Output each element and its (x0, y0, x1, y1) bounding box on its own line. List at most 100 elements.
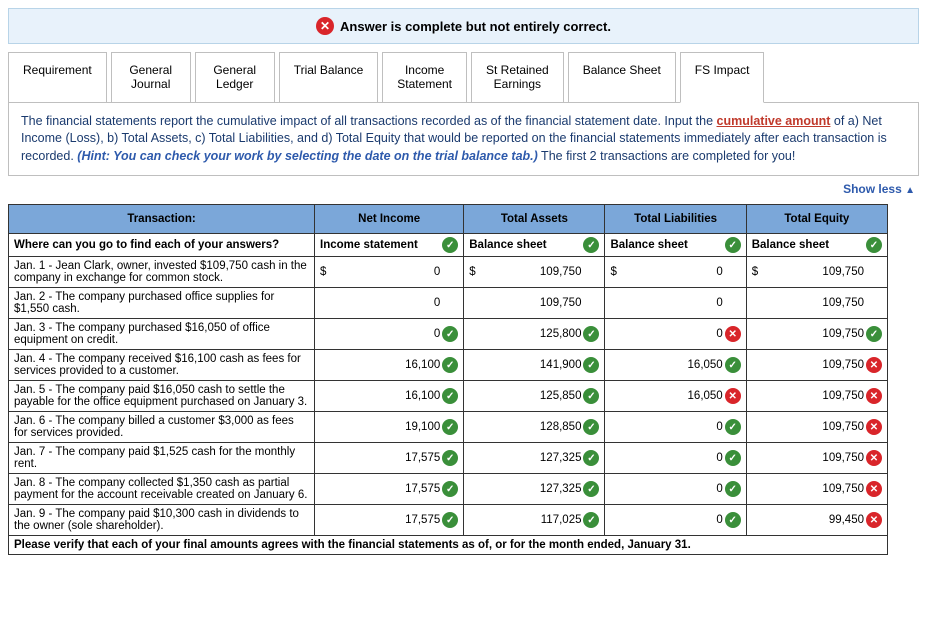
tab-balance-sheet[interactable]: Balance Sheet (568, 52, 676, 103)
instruction-p3: The first 2 transactions are completed f… (538, 149, 796, 163)
cell-net-income[interactable]: 16,100✓ (315, 350, 464, 381)
table-row: Jan. 2 - The company purchased office su… (9, 288, 888, 319)
cell-total-assets[interactable]: 127,325✓ (464, 443, 605, 474)
currency-prefix: $ (469, 266, 475, 278)
cell-total-assets[interactable]: Balance sheet✓ (464, 234, 605, 257)
error-icon: ✕ (316, 17, 334, 35)
check-icon: ✓ (583, 450, 599, 466)
check-icon: ✓ (725, 237, 741, 253)
cell-value: 17,575 (405, 452, 440, 464)
cell-value: 0 (434, 297, 440, 309)
cell-net-income[interactable]: 16,100✓ (315, 381, 464, 412)
cell-net-income[interactable]: 17,575✓ (315, 505, 464, 536)
cell-net-income[interactable]: Income statement✓ (315, 234, 464, 257)
cell-value: 0 (716, 421, 722, 433)
check-icon: ✓ (442, 512, 458, 528)
cell-total-equity[interactable]: 109,750✕ (746, 350, 887, 381)
col-header-total-equity: Total Equity (746, 205, 887, 234)
cell-total-assets[interactable]: 125,800✓ (464, 319, 605, 350)
tab-income-statement[interactable]: IncomeStatement (382, 52, 467, 103)
instruction-box: The financial statements report the cumu… (8, 102, 919, 177)
cell-value: 109,750 (822, 390, 864, 402)
table-row: Jan. 1 - Jean Clark, owner, invested $10… (9, 257, 888, 288)
caret-up-icon: ▲ (905, 185, 915, 196)
tab-general-ledger[interactable]: GeneralLedger (195, 52, 275, 103)
cell-value: Income statement (320, 239, 440, 251)
cell-total-equity[interactable]: 109,750✕ (746, 381, 887, 412)
cell-total-assets[interactable]: 128,850✓ (464, 412, 605, 443)
cell-total-equity[interactable]: 109,750✕ (746, 412, 887, 443)
cell-value: 17,575 (405, 514, 440, 526)
cell-value: 16,050 (688, 359, 723, 371)
x-icon: ✕ (866, 388, 882, 404)
cell-value: 0 (716, 452, 722, 464)
cell-total-equity[interactable]: 99,450✕ (746, 505, 887, 536)
table-row: Jan. 9 - The company paid $10,300 cash i… (9, 505, 888, 536)
cell-total-equity[interactable]: 109,750✓ (746, 319, 887, 350)
transaction-text: Jan. 1 - Jean Clark, owner, invested $10… (9, 257, 315, 288)
cell-total-assets[interactable]: 127,325✓ (464, 474, 605, 505)
cell-value: 0 (434, 266, 440, 278)
cell-total-liabilities[interactable]: 0✓ (605, 443, 746, 474)
cumulative-amount-link[interactable]: cumulative amount (717, 114, 831, 128)
check-icon: ✓ (442, 357, 458, 373)
cell-total-liabilities[interactable]: 0✓ (605, 505, 746, 536)
cell-total-liabilities[interactable]: $0✓ (605, 257, 746, 288)
tab-requirement[interactable]: Requirement (8, 52, 107, 103)
cell-net-income[interactable]: 17,575✓ (315, 443, 464, 474)
check-icon: ✓ (725, 450, 741, 466)
cell-total-liabilities[interactable]: 16,050✕ (605, 381, 746, 412)
show-less-toggle[interactable]: Show less ▲ (8, 176, 919, 204)
cell-total-assets[interactable]: $109,750✓ (464, 257, 605, 288)
tab-st-retained-earnings[interactable]: St RetainedEarnings (471, 52, 564, 103)
x-icon: ✕ (866, 481, 882, 497)
check-icon: ✓ (866, 326, 882, 342)
cell-total-assets[interactable]: 141,900✓ (464, 350, 605, 381)
cell-value: 109,750 (822, 328, 864, 340)
table-row: Jan. 8 - The company collected $1,350 ca… (9, 474, 888, 505)
cell-total-assets[interactable]: 125,850✓ (464, 381, 605, 412)
cell-total-liabilities[interactable]: 0✓ (605, 412, 746, 443)
cell-value: 109,750 (822, 297, 864, 309)
col-header-total-liabilities: Total Liabilities (605, 205, 746, 234)
cell-value: 109,750 (540, 266, 582, 278)
cell-total-liabilities[interactable]: 16,050✓ (605, 350, 746, 381)
tab-bar: RequirementGeneralJournalGeneralLedgerTr… (8, 52, 919, 103)
check-icon: ✓ (442, 326, 458, 342)
tab-trial-balance[interactable]: Trial Balance (279, 52, 379, 103)
cell-value: 127,325 (540, 483, 582, 495)
cell-total-liabilities[interactable]: 0✓ (605, 474, 746, 505)
cell-total-equity[interactable]: Balance sheet✓ (746, 234, 887, 257)
table-row: Jan. 4 - The company received $16,100 ca… (9, 350, 888, 381)
cell-net-income[interactable]: 19,100✓ (315, 412, 464, 443)
cell-net-income[interactable]: 17,575✓ (315, 474, 464, 505)
cell-value: 109,750 (822, 452, 864, 464)
table-row: Where can you go to find each of your an… (9, 234, 888, 257)
cell-total-assets[interactable]: 109,750✓ (464, 288, 605, 319)
tab-general-journal[interactable]: GeneralJournal (111, 52, 191, 103)
x-icon: ✕ (866, 419, 882, 435)
cell-total-liabilities[interactable]: 0✕ (605, 319, 746, 350)
tab-fs-impact[interactable]: FS Impact (680, 52, 765, 103)
transaction-text: Jan. 5 - The company paid $16,050 cash t… (9, 381, 315, 412)
currency-prefix: $ (610, 266, 616, 278)
cell-total-equity[interactable]: 109,750✕ (746, 443, 887, 474)
currency-prefix: $ (320, 266, 326, 278)
cell-total-equity[interactable]: 109,750✕ (746, 474, 887, 505)
cell-value: 0 (434, 328, 440, 340)
check-icon: ✓ (583, 481, 599, 497)
cell-net-income[interactable]: $0✓ (315, 257, 464, 288)
cell-total-assets[interactable]: 117,025✓ (464, 505, 605, 536)
cell-total-equity[interactable]: 109,750✓ (746, 288, 887, 319)
cell-value: Balance sheet (469, 239, 581, 251)
cell-total-equity[interactable]: $109,750✓ (746, 257, 887, 288)
cell-net-income[interactable]: 0✓ (315, 288, 464, 319)
table-row: Jan. 7 - The company paid $1,525 cash fo… (9, 443, 888, 474)
table-row: Jan. 6 - The company billed a customer $… (9, 412, 888, 443)
cell-value: 0 (716, 297, 722, 309)
cell-total-liabilities[interactable]: 0✓ (605, 288, 746, 319)
transaction-text: Jan. 4 - The company received $16,100 ca… (9, 350, 315, 381)
cell-total-liabilities[interactable]: Balance sheet✓ (605, 234, 746, 257)
cell-value: Balance sheet (610, 239, 722, 251)
cell-net-income[interactable]: 0✓ (315, 319, 464, 350)
